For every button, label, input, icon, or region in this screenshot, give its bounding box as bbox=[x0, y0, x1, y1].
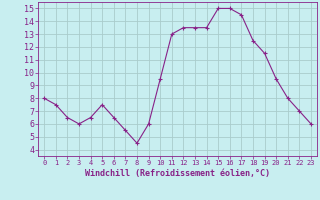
X-axis label: Windchill (Refroidissement éolien,°C): Windchill (Refroidissement éolien,°C) bbox=[85, 169, 270, 178]
